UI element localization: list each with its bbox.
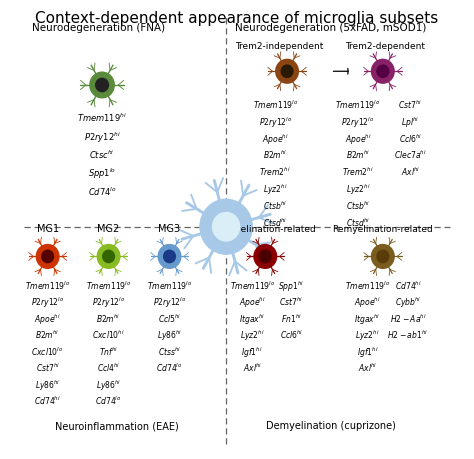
- Text: $\it{P2ry12}$$^{lo}$: $\it{P2ry12}$$^{lo}$: [259, 115, 292, 129]
- Circle shape: [158, 245, 181, 269]
- Text: $\it{Cd74}$$^{lo}$: $\it{Cd74}$$^{lo}$: [95, 394, 122, 406]
- Circle shape: [36, 245, 59, 269]
- Text: $\it{Igf1}$$^{hi}$: $\it{Igf1}$$^{hi}$: [241, 344, 263, 359]
- Text: $\it{Fn1}$$^{hi}$: $\it{Fn1}$$^{hi}$: [281, 312, 302, 324]
- Circle shape: [377, 251, 389, 263]
- Text: $\it{Lyz2}$$^{hi}$: $\it{Lyz2}$$^{hi}$: [346, 183, 370, 197]
- Text: Demyelination-related: Demyelination-related: [214, 224, 316, 233]
- Text: $\it{Cxcl10}$$^{hi}$: $\it{Cxcl10}$$^{hi}$: [92, 328, 125, 341]
- Text: $\it{Ctsd}$$^{hi}$: $\it{Ctsd}$$^{hi}$: [346, 216, 370, 229]
- Text: $\it{Trem2}$$^{hi}$: $\it{Trem2}$$^{hi}$: [259, 166, 291, 178]
- Text: $\it{Ctsd}$$^{hi}$: $\it{Ctsd}$$^{hi}$: [263, 216, 287, 229]
- Text: Neuroinflammation (EAE): Neuroinflammation (EAE): [55, 420, 179, 430]
- Circle shape: [372, 245, 394, 269]
- Text: $\it{Tmem119}$$^{lo}$: $\it{Tmem119}$$^{lo}$: [86, 279, 131, 291]
- Circle shape: [200, 200, 252, 255]
- Text: Context-dependent appearance of microglia subsets: Context-dependent appearance of microgli…: [36, 11, 438, 26]
- Text: $\it{B2m}$$^{hi}$: $\it{B2m}$$^{hi}$: [263, 149, 287, 161]
- Text: $\it{Clec7a}$$^{hi}$: $\it{Clec7a}$$^{hi}$: [394, 149, 427, 161]
- Circle shape: [103, 251, 114, 263]
- Circle shape: [276, 60, 298, 84]
- Text: $\it{Ctsb}$$^{hi}$: $\it{Ctsb}$$^{hi}$: [346, 199, 370, 212]
- Text: $\it{Tnf}$$^{hi}$: $\it{Tnf}$$^{hi}$: [99, 344, 118, 357]
- Circle shape: [96, 79, 109, 92]
- Text: $\it{Trem2}$$^{hi}$: $\it{Trem2}$$^{hi}$: [342, 166, 374, 178]
- Text: $\it{B2m}$$^{hi}$: $\it{B2m}$$^{hi}$: [36, 328, 60, 341]
- Text: $\it{Lyz2}$$^{hi}$: $\it{Lyz2}$$^{hi}$: [240, 328, 264, 342]
- Text: $\it{Tmem119}$$^{lo}$: $\it{Tmem119}$$^{lo}$: [335, 98, 381, 111]
- Text: $\it{P2ry12}$$^{lo}$: $\it{P2ry12}$$^{lo}$: [31, 295, 64, 309]
- Text: $\it{Axl}$$^{hi}$: $\it{Axl}$$^{hi}$: [243, 361, 262, 373]
- Text: MG3: MG3: [158, 223, 181, 233]
- Text: $\it{Ctsc}$$^{hi}$: $\it{Ctsc}$$^{hi}$: [89, 148, 115, 161]
- Circle shape: [97, 245, 120, 269]
- Text: Neurodegeneration (5xFAD, mSOD1): Neurodegeneration (5xFAD, mSOD1): [235, 23, 426, 33]
- Text: $\it{Ly86}$$^{hi}$: $\it{Ly86}$$^{hi}$: [35, 377, 60, 392]
- Text: $\it{P2ry12}$$^{hi}$: $\it{P2ry12}$$^{hi}$: [83, 130, 120, 145]
- Circle shape: [254, 245, 277, 269]
- Text: $\it{Spp1}$$^{hi}$: $\it{Spp1}$$^{hi}$: [278, 279, 305, 293]
- Text: Neurodegeneration (FNA): Neurodegeneration (FNA): [32, 23, 165, 33]
- Text: MG2: MG2: [98, 223, 120, 233]
- Text: $\it{Ctsb}$$^{hi}$: $\it{Ctsb}$$^{hi}$: [263, 199, 287, 212]
- Text: $\it{Lyz2}$$^{hi}$: $\it{Lyz2}$$^{hi}$: [263, 183, 288, 197]
- Text: $\it{Axl}$$^{hi}$: $\it{Axl}$$^{hi}$: [401, 166, 420, 178]
- Text: $\it{Apoe}$$^{hi}$: $\it{Apoe}$$^{hi}$: [239, 295, 265, 309]
- Text: Trem2-independent: Trem2-independent: [235, 41, 323, 50]
- Text: $\it{Apoe}$$^{hi}$: $\it{Apoe}$$^{hi}$: [262, 132, 289, 146]
- Circle shape: [164, 251, 175, 263]
- Text: $\it{Igf1}$$^{hi}$: $\it{Igf1}$$^{hi}$: [357, 344, 378, 359]
- Text: $\it{Cxcl10}$$^{lo}$: $\it{Cxcl10}$$^{lo}$: [31, 344, 64, 357]
- Circle shape: [42, 251, 54, 263]
- Circle shape: [90, 73, 114, 99]
- Text: $\it{P2ry12}$$^{lo}$: $\it{P2ry12}$$^{lo}$: [153, 295, 186, 309]
- Text: $\it{Tmem119}$$^{lo}$: $\it{Tmem119}$$^{lo}$: [345, 279, 390, 291]
- Text: $\it{Axl}$$^{hi}$: $\it{Axl}$$^{hi}$: [358, 361, 377, 373]
- Text: $\it{Cd74}$$^{lo}$: $\it{Cd74}$$^{lo}$: [156, 361, 183, 373]
- Text: $\it{Apoe}$$^{hi}$: $\it{Apoe}$$^{hi}$: [345, 132, 372, 146]
- Text: $\it{Spp1}$$^{lo}$: $\it{Spp1}$$^{lo}$: [88, 167, 116, 181]
- Text: $\it{Ccl6}$$^{hi}$: $\it{Ccl6}$$^{hi}$: [399, 132, 422, 144]
- Text: $\it{Ly86}$$^{hi}$: $\it{Ly86}$$^{hi}$: [157, 328, 182, 342]
- Text: $\it{H2-ab1}$$^{hi}$: $\it{H2-ab1}$$^{hi}$: [387, 328, 428, 341]
- Text: $\it{Ctss}$$^{hi}$: $\it{Ctss}$$^{hi}$: [158, 344, 181, 357]
- Text: $\it{Ccl4}$$^{hi}$: $\it{Ccl4}$$^{hi}$: [97, 361, 120, 373]
- Text: $\it{B2m}$$^{hi}$: $\it{B2m}$$^{hi}$: [96, 312, 121, 324]
- Text: $\it{H2-Aa}$$^{hi}$: $\it{H2-Aa}$$^{hi}$: [390, 312, 427, 324]
- Text: Remyelination-related: Remyelination-related: [332, 224, 433, 233]
- Text: $\it{P2ry12}$$^{lo}$: $\it{P2ry12}$$^{lo}$: [92, 295, 125, 309]
- Text: MG1: MG1: [36, 223, 59, 233]
- Text: $\it{Cst7}$$^{hi}$: $\it{Cst7}$$^{hi}$: [398, 98, 422, 111]
- Text: $\it{Cst7}$$^{hi}$: $\it{Cst7}$$^{hi}$: [36, 361, 60, 373]
- Text: $\it{Lpl}$$^{hi}$: $\it{Lpl}$$^{hi}$: [401, 115, 419, 129]
- Text: $\it{Tmem119}$$^{lo}$: $\it{Tmem119}$$^{lo}$: [253, 98, 298, 111]
- Text: $\it{Lyz2}$$^{hi}$: $\it{Lyz2}$$^{hi}$: [356, 328, 380, 342]
- Text: $\it{Tmem119}$$^{lo}$: $\it{Tmem119}$$^{lo}$: [147, 279, 192, 291]
- Text: $\it{Tmem119}$$^{lo}$: $\it{Tmem119}$$^{lo}$: [25, 279, 70, 291]
- Text: $\it{Cd74}$$^{lo}$: $\it{Cd74}$$^{lo}$: [88, 185, 117, 197]
- Text: Demyelination (cuprizone): Demyelination (cuprizone): [265, 420, 395, 430]
- Text: $\it{Tmem119}$$^{lo}$: $\it{Tmem119}$$^{lo}$: [229, 279, 275, 291]
- Text: Trem2-dependent: Trem2-dependent: [345, 41, 425, 50]
- Text: $\it{Ccl6}$$^{hi}$: $\it{Ccl6}$$^{hi}$: [280, 328, 303, 341]
- Text: $\it{Ly86}$$^{hi}$: $\it{Ly86}$$^{hi}$: [96, 377, 121, 392]
- Text: $\it{P2ry12}$$^{lo}$: $\it{P2ry12}$$^{lo}$: [341, 115, 375, 129]
- Circle shape: [259, 251, 271, 263]
- Text: $\it{Cybb}$$^{hi}$: $\it{Cybb}$$^{hi}$: [395, 295, 421, 309]
- Text: $\it{Tmem119}$$^{hi}$: $\it{Tmem119}$$^{hi}$: [77, 112, 127, 124]
- Text: $\it{Apoe}$$^{hi}$: $\it{Apoe}$$^{hi}$: [354, 295, 381, 309]
- Text: $\it{B2m}$$^{hi}$: $\it{B2m}$$^{hi}$: [346, 149, 370, 161]
- Text: $\it{Apoe}$$^{hi}$: $\it{Apoe}$$^{hi}$: [34, 312, 61, 326]
- Text: $\it{Cd74}$$^{hi}$: $\it{Cd74}$$^{hi}$: [34, 394, 61, 406]
- Circle shape: [212, 213, 240, 241]
- Text: $\it{Ccl5}$$^{hi}$: $\it{Ccl5}$$^{hi}$: [158, 312, 181, 324]
- Circle shape: [372, 60, 394, 84]
- Text: $\it{Cst7}$$^{hi}$: $\it{Cst7}$$^{hi}$: [279, 295, 303, 308]
- Circle shape: [377, 66, 389, 78]
- Text: $\it{Itgax}$$^{hi}$: $\it{Itgax}$$^{hi}$: [355, 312, 381, 326]
- Text: $\it{Itgax}$$^{hi}$: $\it{Itgax}$$^{hi}$: [239, 312, 265, 326]
- Text: $\it{Cd74}$$^{hi}$: $\it{Cd74}$$^{hi}$: [395, 279, 421, 291]
- Circle shape: [281, 66, 293, 78]
